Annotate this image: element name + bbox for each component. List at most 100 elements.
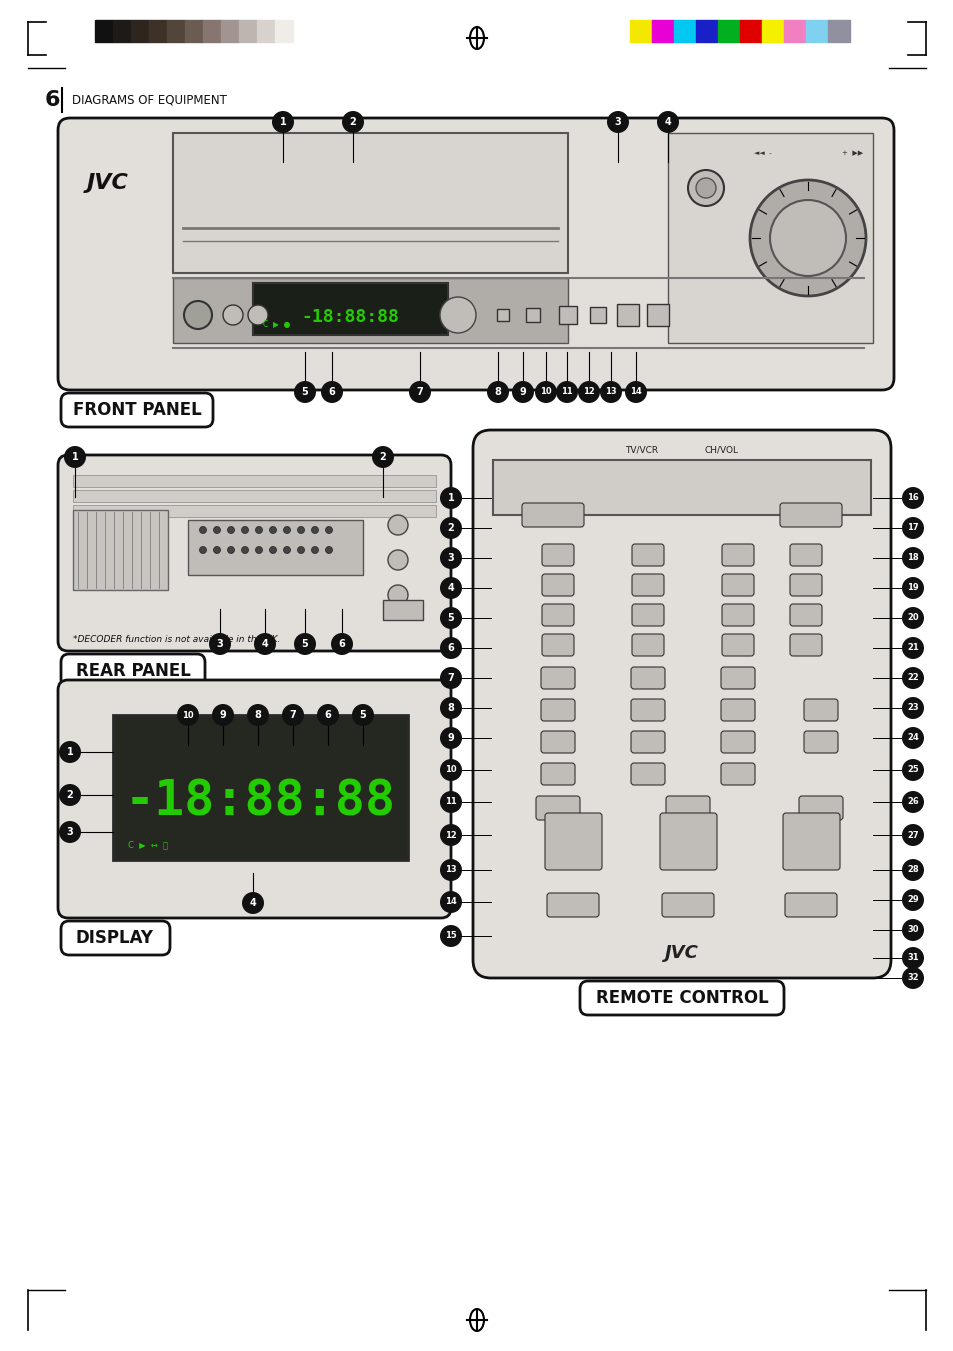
- Circle shape: [253, 634, 275, 655]
- Bar: [667, 132, 872, 343]
- FancyBboxPatch shape: [58, 455, 451, 651]
- FancyBboxPatch shape: [721, 634, 753, 657]
- Text: 31: 31: [906, 954, 918, 962]
- Circle shape: [901, 947, 923, 969]
- Circle shape: [269, 547, 276, 554]
- FancyBboxPatch shape: [61, 654, 205, 688]
- Text: 3: 3: [67, 827, 73, 838]
- Circle shape: [64, 446, 86, 467]
- FancyBboxPatch shape: [661, 893, 713, 917]
- FancyBboxPatch shape: [799, 796, 842, 820]
- Text: 19: 19: [906, 584, 918, 593]
- Circle shape: [325, 527, 333, 534]
- Text: 8: 8: [254, 711, 261, 720]
- Bar: [256, 20, 274, 42]
- Text: 5: 5: [447, 613, 454, 623]
- FancyBboxPatch shape: [630, 731, 664, 753]
- Bar: [493, 459, 870, 515]
- Bar: [253, 282, 448, 335]
- Text: 32: 32: [906, 974, 918, 982]
- FancyBboxPatch shape: [61, 393, 213, 427]
- Text: 11: 11: [560, 388, 572, 396]
- Circle shape: [439, 925, 461, 947]
- Text: 8: 8: [447, 703, 454, 713]
- Text: -18:88:88: -18:88:88: [301, 308, 398, 326]
- Text: 5: 5: [301, 386, 308, 397]
- Circle shape: [388, 515, 408, 535]
- Bar: [673, 20, 696, 42]
- FancyBboxPatch shape: [61, 921, 170, 955]
- FancyBboxPatch shape: [631, 574, 663, 596]
- Text: 11: 11: [445, 797, 456, 807]
- Circle shape: [283, 547, 291, 554]
- Circle shape: [486, 381, 509, 403]
- FancyBboxPatch shape: [784, 893, 836, 917]
- Circle shape: [282, 704, 304, 725]
- Circle shape: [901, 547, 923, 569]
- Circle shape: [439, 638, 461, 659]
- Circle shape: [439, 297, 476, 332]
- Text: 6: 6: [338, 639, 345, 648]
- Circle shape: [341, 111, 364, 132]
- Circle shape: [312, 547, 318, 554]
- Circle shape: [223, 305, 243, 326]
- Circle shape: [294, 381, 315, 403]
- FancyBboxPatch shape: [541, 544, 574, 566]
- Circle shape: [624, 381, 646, 403]
- Text: 4: 4: [250, 898, 256, 908]
- Text: 2: 2: [67, 790, 73, 800]
- Text: 13: 13: [604, 388, 617, 396]
- Circle shape: [409, 381, 431, 403]
- Text: 20: 20: [906, 613, 918, 623]
- Circle shape: [901, 577, 923, 598]
- FancyBboxPatch shape: [789, 634, 821, 657]
- Circle shape: [901, 790, 923, 813]
- Text: 16: 16: [906, 493, 918, 503]
- FancyBboxPatch shape: [721, 574, 753, 596]
- Circle shape: [227, 527, 234, 534]
- Circle shape: [316, 704, 338, 725]
- Bar: [497, 309, 509, 322]
- Text: 6: 6: [324, 711, 331, 720]
- Text: 7: 7: [290, 711, 296, 720]
- FancyBboxPatch shape: [546, 893, 598, 917]
- FancyBboxPatch shape: [630, 667, 664, 689]
- Circle shape: [901, 889, 923, 911]
- FancyBboxPatch shape: [473, 430, 890, 978]
- Circle shape: [59, 740, 81, 763]
- Circle shape: [901, 517, 923, 539]
- Circle shape: [901, 697, 923, 719]
- Circle shape: [199, 527, 206, 534]
- Circle shape: [247, 704, 269, 725]
- Text: 9: 9: [219, 711, 226, 720]
- FancyBboxPatch shape: [630, 698, 664, 721]
- Circle shape: [320, 381, 343, 403]
- Text: 8: 8: [494, 386, 501, 397]
- Circle shape: [901, 667, 923, 689]
- Circle shape: [769, 200, 845, 276]
- Bar: [221, 20, 239, 42]
- Circle shape: [352, 704, 374, 725]
- Text: 10: 10: [445, 766, 456, 774]
- Text: 2: 2: [447, 523, 454, 534]
- Text: 1: 1: [67, 747, 73, 757]
- Text: REMOTE CONTROL: REMOTE CONTROL: [595, 989, 767, 1006]
- Text: 3: 3: [447, 553, 454, 563]
- FancyBboxPatch shape: [579, 981, 783, 1015]
- Circle shape: [331, 634, 353, 655]
- Circle shape: [901, 486, 923, 509]
- Text: 12: 12: [582, 388, 595, 396]
- Circle shape: [388, 550, 408, 570]
- Circle shape: [439, 607, 461, 630]
- Text: 2: 2: [379, 453, 386, 462]
- Text: 7: 7: [416, 386, 423, 397]
- Circle shape: [255, 527, 262, 534]
- Bar: [112, 715, 408, 861]
- FancyBboxPatch shape: [536, 796, 579, 820]
- Text: 17: 17: [906, 523, 918, 532]
- Circle shape: [901, 607, 923, 630]
- Circle shape: [901, 824, 923, 846]
- Text: 28: 28: [906, 866, 918, 874]
- Text: DISPLAY: DISPLAY: [76, 929, 153, 947]
- Text: TV/VCR: TV/VCR: [625, 446, 658, 454]
